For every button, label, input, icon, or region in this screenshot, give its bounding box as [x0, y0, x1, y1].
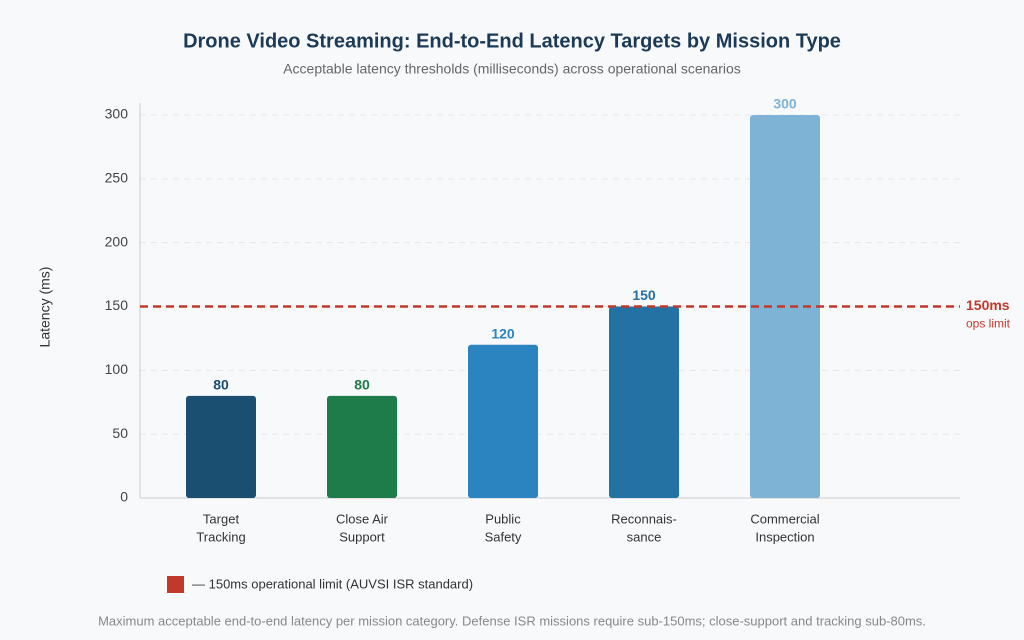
value-label: 120 [491, 326, 515, 342]
value-label: 300 [773, 96, 797, 112]
y-tick-label: 150 [105, 297, 129, 313]
x-tick-label: Target [203, 511, 240, 526]
bar [186, 395, 256, 498]
reference-label: 150ms [966, 297, 1010, 313]
legend-swatch [167, 576, 184, 593]
x-tick-label: Commercial [750, 511, 819, 526]
y-tick-label: 100 [105, 361, 129, 377]
bar [327, 395, 397, 498]
x-tick-label: Inspection [755, 529, 814, 544]
x-tick-label: Safety [485, 529, 522, 544]
x-tick-label: Support [339, 529, 385, 544]
footnote: Maximum acceptable end-to-end latency pe… [98, 613, 926, 628]
chart-subtitle: Acceptable latency thresholds (milliseco… [283, 61, 741, 77]
x-tick-label: Close Air [336, 511, 389, 526]
y-tick-label: 50 [112, 425, 128, 441]
x-tick-label: Public [485, 511, 521, 526]
y-tick-label: 0 [120, 489, 128, 505]
y-tick-label: 300 [105, 106, 129, 122]
y-tick-label: 200 [105, 233, 129, 249]
value-label: 80 [213, 377, 229, 393]
y-axis-label: Latency (ms) [37, 267, 53, 348]
bar [468, 344, 538, 498]
x-tick-label: Tracking [196, 529, 245, 544]
y-tick-label: 250 [105, 170, 129, 186]
value-label: 150 [632, 287, 656, 303]
bar [609, 306, 679, 498]
value-label: 80 [354, 377, 370, 393]
chart-title: Drone Video Streaming: End-to-End Latenc… [183, 30, 841, 52]
x-tick-label: Reconnais- [611, 511, 677, 526]
legend-label: — 150ms operational limit (AUVSI ISR sta… [192, 576, 473, 591]
x-tick-label: sance [627, 529, 662, 544]
reference-sublabel: ops limit [966, 317, 1011, 331]
